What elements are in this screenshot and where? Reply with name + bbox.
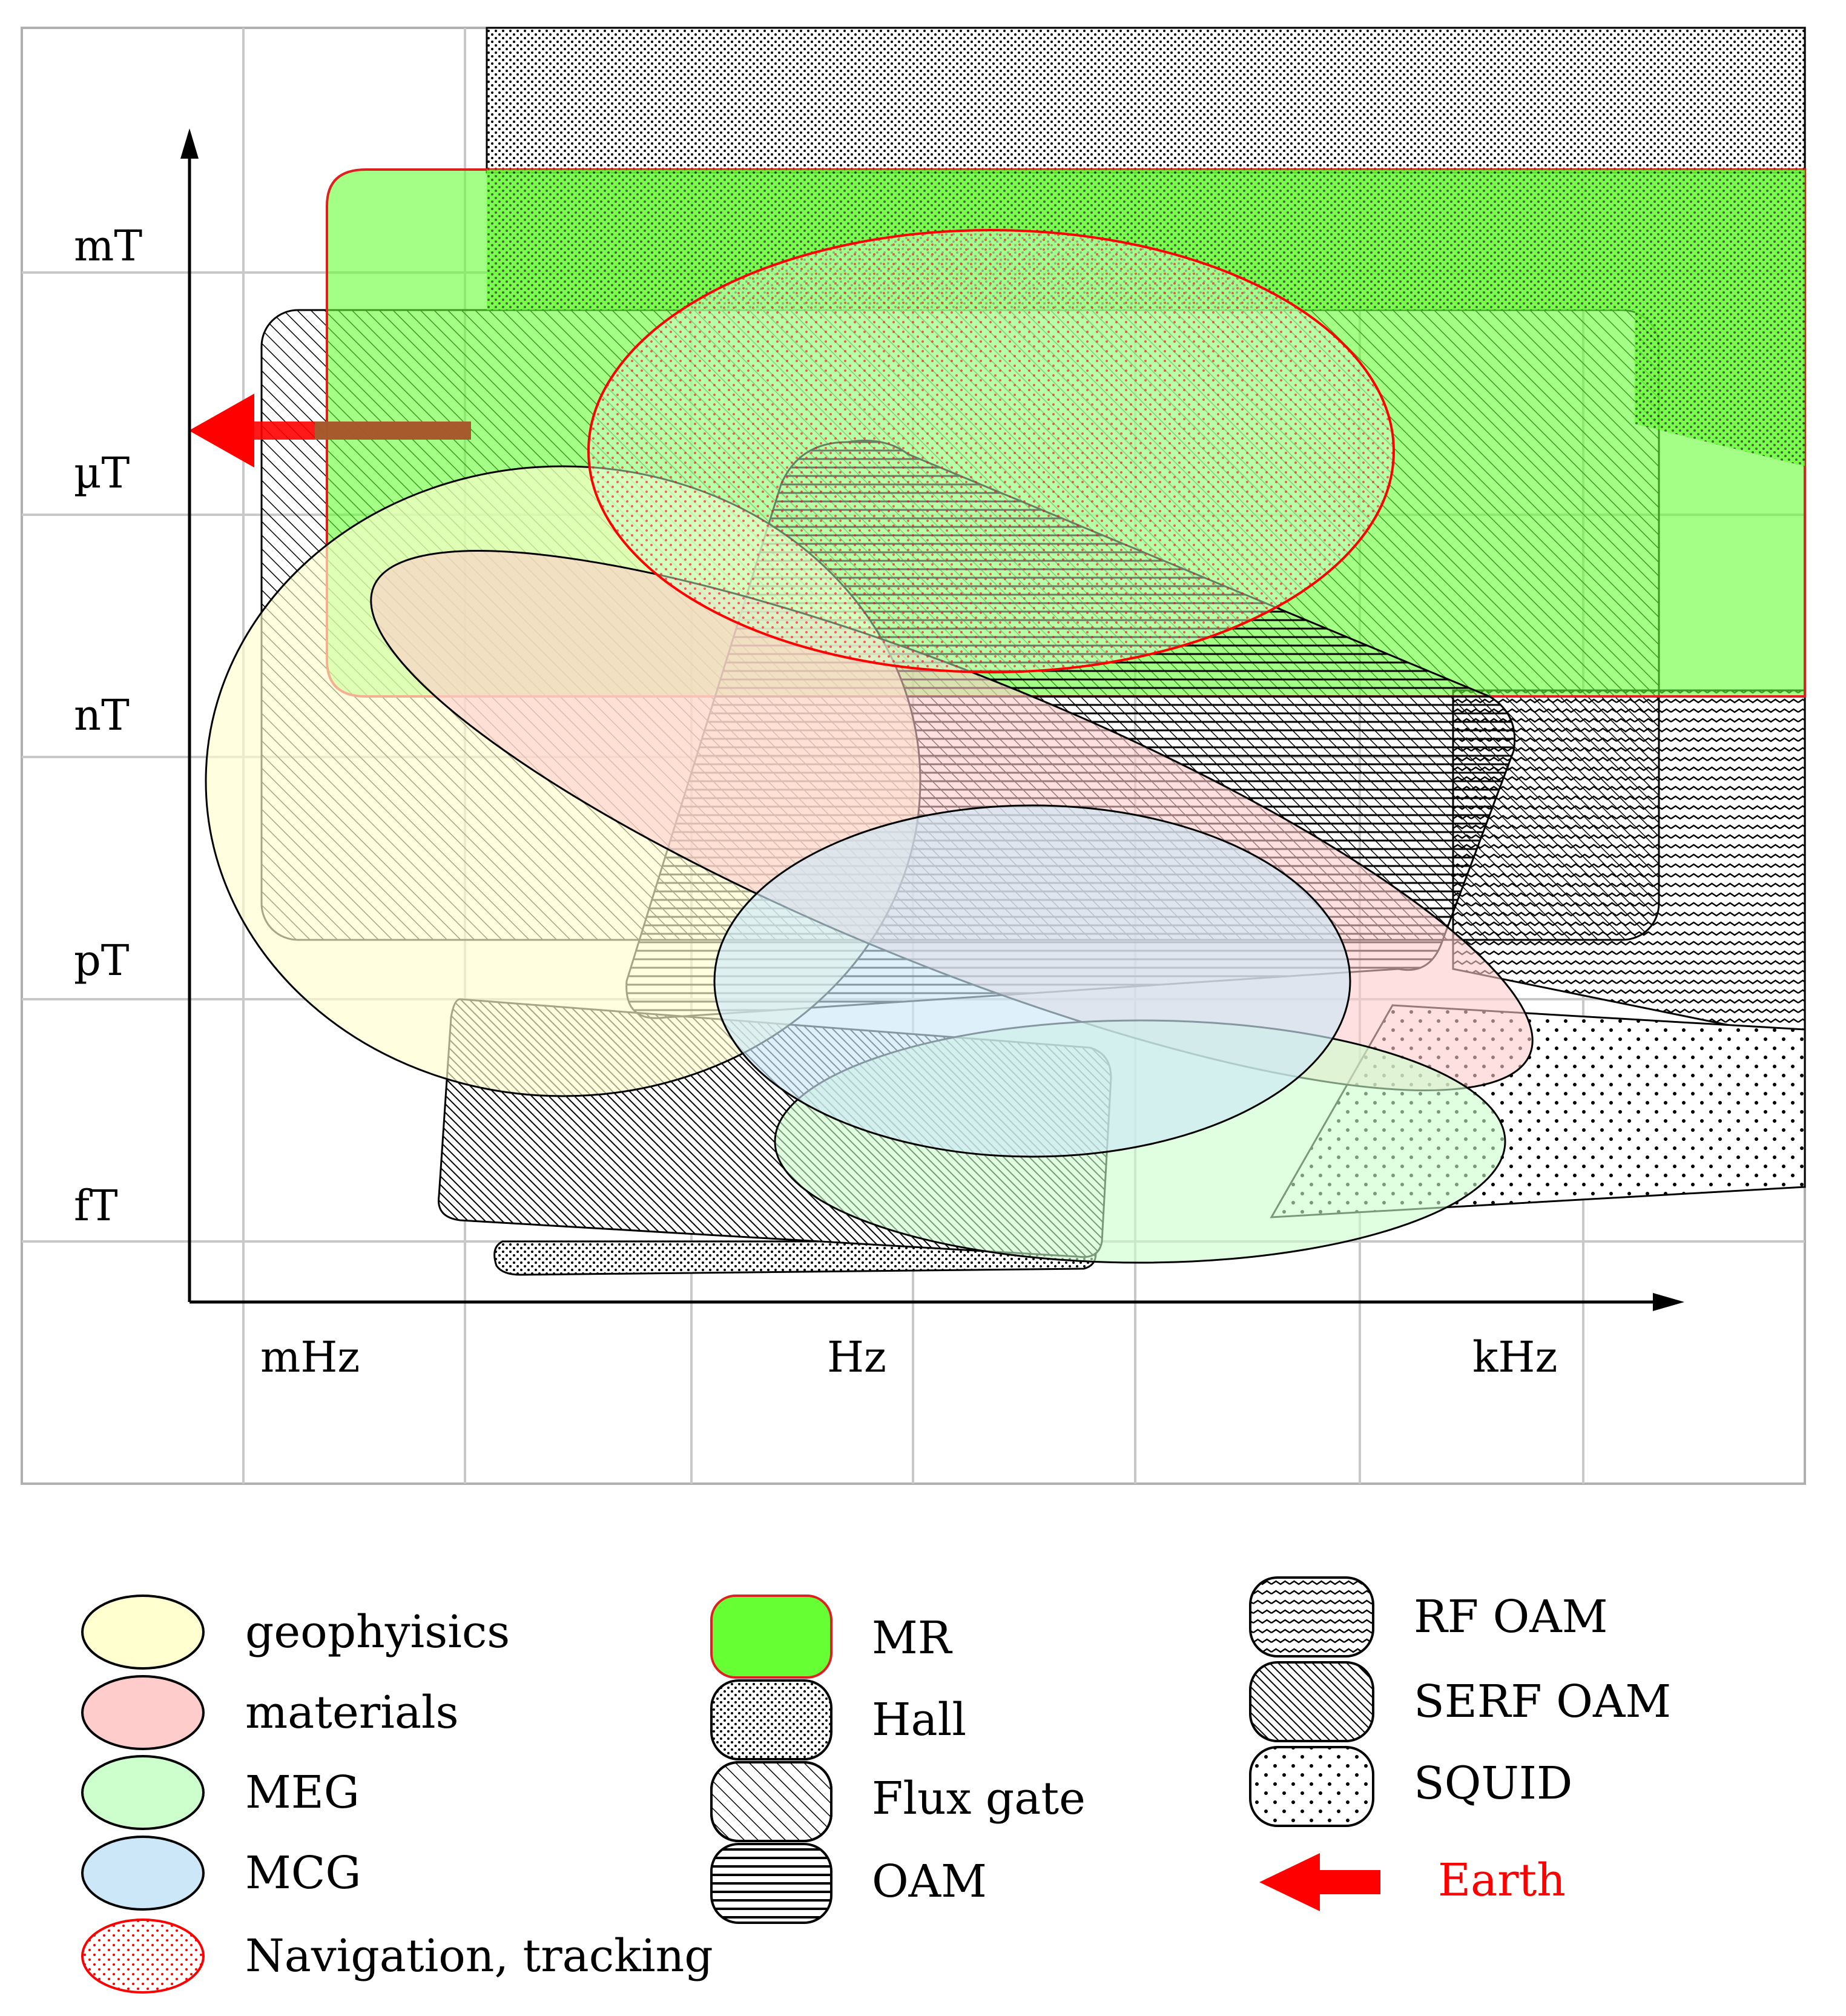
- legend-hall-swatch: [710, 1679, 832, 1760]
- legend-materials-label: materials: [245, 1687, 459, 1739]
- legend-navigation-label: Navigation, tracking: [245, 1930, 713, 1982]
- axes: [180, 128, 1684, 1311]
- legend-rf-oam-label: RF OAM: [1414, 1591, 1607, 1643]
- legend-flux-gate-hatch: [710, 1761, 832, 1842]
- navigation-region-dots: [588, 230, 1394, 672]
- legend-mr-label: MR: [872, 1612, 953, 1664]
- legend-meg-label: MEG: [245, 1766, 360, 1819]
- y-label-ut: µT: [74, 448, 130, 498]
- legend-mcg-label: MCG: [245, 1847, 361, 1899]
- legend-navigation-swatch: [81, 1919, 205, 1994]
- legend-geophysics-label: geophyisics: [245, 1606, 510, 1658]
- y-label-mt: mT: [74, 221, 142, 271]
- legend-oam-swatch: [710, 1843, 832, 1924]
- legend-materials-swatch: [81, 1675, 205, 1750]
- y-label-pt: pT: [74, 936, 130, 985]
- legend-mcg-swatch: [81, 1836, 205, 1911]
- x-label-khz: kHz: [1472, 1332, 1557, 1382]
- legend: geophyisics materials MEG MCG Navigation…: [81, 1576, 1671, 1994]
- earth-arrow: [189, 394, 471, 468]
- legend-mr-swatch: [710, 1595, 832, 1679]
- hall-region: [486, 27, 1806, 174]
- legend-earth-arrow: [1259, 1853, 1380, 1911]
- y-label-ft: fT: [74, 1181, 118, 1231]
- legend-squid-label: SQUID: [1414, 1757, 1572, 1809]
- legend-geophysics-swatch: [81, 1595, 205, 1670]
- legend-earth-label: Earth: [1438, 1854, 1566, 1906]
- legend-meg-swatch: [81, 1755, 205, 1830]
- x-label-mhz: mHz: [260, 1332, 360, 1382]
- y-label-nt: nT: [74, 690, 130, 740]
- mcg-region: [713, 804, 1351, 1158]
- legend-serf-oam-swatch: [1249, 1661, 1374, 1742]
- legend-oam-label: OAM: [872, 1856, 987, 1908]
- legend-hall-label: Hall: [872, 1694, 966, 1746]
- legend-rf-oam-swatch: [1249, 1576, 1374, 1657]
- application-regions: [205, 229, 1534, 1264]
- legend-squid-swatch: [1249, 1746, 1374, 1827]
- legend-serf-oam-label: SERF OAM: [1414, 1676, 1671, 1728]
- y-axis-labels: mT µT nT pT fT: [74, 221, 142, 1231]
- x-label-hz: Hz: [827, 1332, 886, 1382]
- x-axis-labels: mHz Hz kHz: [260, 1332, 1557, 1382]
- legend-flux-gate-label: Flux gate: [872, 1773, 1086, 1825]
